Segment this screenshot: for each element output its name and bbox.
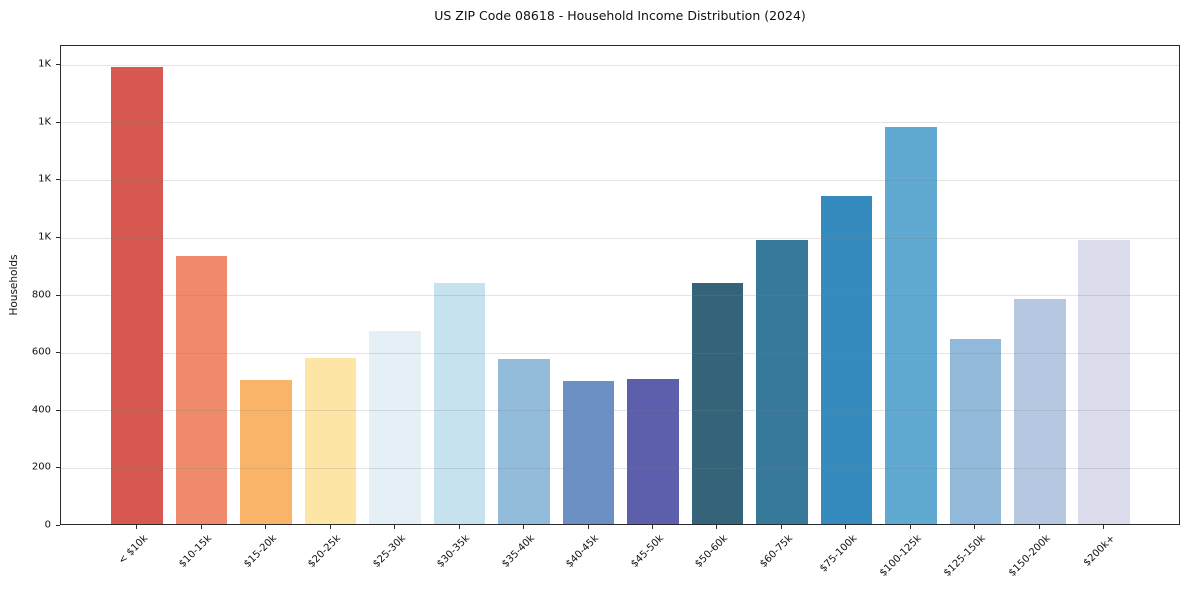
bar-16 — [1078, 240, 1131, 524]
x-tick-label: $40-45k — [564, 533, 602, 570]
bar-10 — [691, 282, 744, 524]
y-tick-label: 1K — [38, 116, 51, 128]
x-tick-mark — [780, 525, 782, 529]
x-tick-mark — [136, 525, 138, 529]
gridline — [60, 122, 1179, 124]
bar-15 — [1014, 299, 1066, 524]
gridline — [60, 352, 1179, 354]
y-tick-mark — [55, 294, 60, 296]
y-tick-mark — [55, 409, 60, 411]
x-tick-mark — [458, 525, 460, 529]
y-tick-label: 600 — [31, 346, 51, 358]
x-tick-mark — [1038, 525, 1040, 529]
y-tick-mark — [55, 179, 60, 181]
y-tick-mark — [55, 64, 60, 66]
bar-6 — [433, 283, 486, 524]
bar-1 — [111, 66, 163, 524]
x-tick-label: $25-30k — [370, 533, 408, 570]
plot-area — [59, 45, 1180, 525]
bar-5 — [369, 330, 421, 524]
y-axis-label: Households — [8, 254, 20, 316]
x-tick-label: $35-40k — [499, 533, 537, 570]
x-tick-label: $150-200k — [1006, 533, 1053, 579]
x-tick-label: $60-75k — [757, 533, 795, 570]
y-tick-mark — [55, 352, 60, 354]
bar-3 — [240, 380, 292, 524]
bar-7 — [498, 359, 550, 524]
gridline — [60, 64, 1179, 66]
y-tick-label: 800 — [31, 289, 51, 301]
x-tick-label: $50-60k — [693, 533, 731, 570]
y-tick-mark — [55, 121, 60, 123]
y-tick-label: 0 — [44, 519, 51, 531]
bar-11 — [756, 239, 808, 524]
x-tick-mark — [651, 525, 653, 529]
y-tick-mark — [55, 467, 60, 469]
x-tick-label: $45-50k — [628, 533, 666, 570]
x-tick-label: < $10k — [116, 533, 151, 567]
x-tick-mark — [716, 525, 718, 529]
gridline — [60, 467, 1179, 469]
gridline — [60, 295, 1179, 297]
bar-4 — [304, 357, 357, 524]
x-tick-mark — [909, 525, 911, 529]
y-tick-label: 200 — [31, 461, 51, 473]
y-tick-mark — [55, 525, 60, 526]
bar-14 — [949, 339, 1002, 524]
gridline — [60, 237, 1179, 239]
gridline — [60, 410, 1179, 412]
bar-13 — [885, 126, 937, 524]
y-tick-mark — [55, 237, 60, 239]
x-tick-mark — [1103, 525, 1105, 529]
x-tick-mark — [394, 525, 396, 529]
y-tick-label: 1K — [38, 58, 51, 70]
x-tick-mark — [523, 525, 525, 529]
x-tick-label: $100-125k — [877, 533, 924, 579]
x-tick-label: $200k+ — [1081, 533, 1118, 569]
y-tick-label: 1K — [38, 231, 51, 243]
x-tick-label: $15-20k — [242, 533, 279, 570]
x-tick-mark — [845, 525, 847, 529]
y-tick-label: 400 — [31, 404, 51, 416]
x-tick-label: $20-25k — [306, 533, 344, 570]
x-tick-mark — [329, 525, 331, 529]
x-tick-mark — [587, 525, 589, 529]
x-tick-mark — [265, 525, 267, 529]
y-tick-label: 1K — [38, 173, 51, 185]
bar-8 — [562, 381, 615, 524]
x-tick-label: $10-15k — [177, 533, 215, 570]
x-tick-label: $125-150k — [942, 533, 989, 579]
x-tick-label: $30-35k — [435, 533, 473, 570]
bar-12 — [820, 195, 873, 524]
bar-9 — [627, 379, 679, 524]
x-tick-label: $75-100k — [817, 533, 860, 575]
x-tick-mark — [974, 525, 976, 529]
gridline — [60, 179, 1179, 181]
bar-2 — [175, 256, 228, 524]
chart-title: US ZIP Code 08618 - Household Income Dis… — [434, 8, 806, 23]
x-tick-mark — [200, 525, 202, 529]
